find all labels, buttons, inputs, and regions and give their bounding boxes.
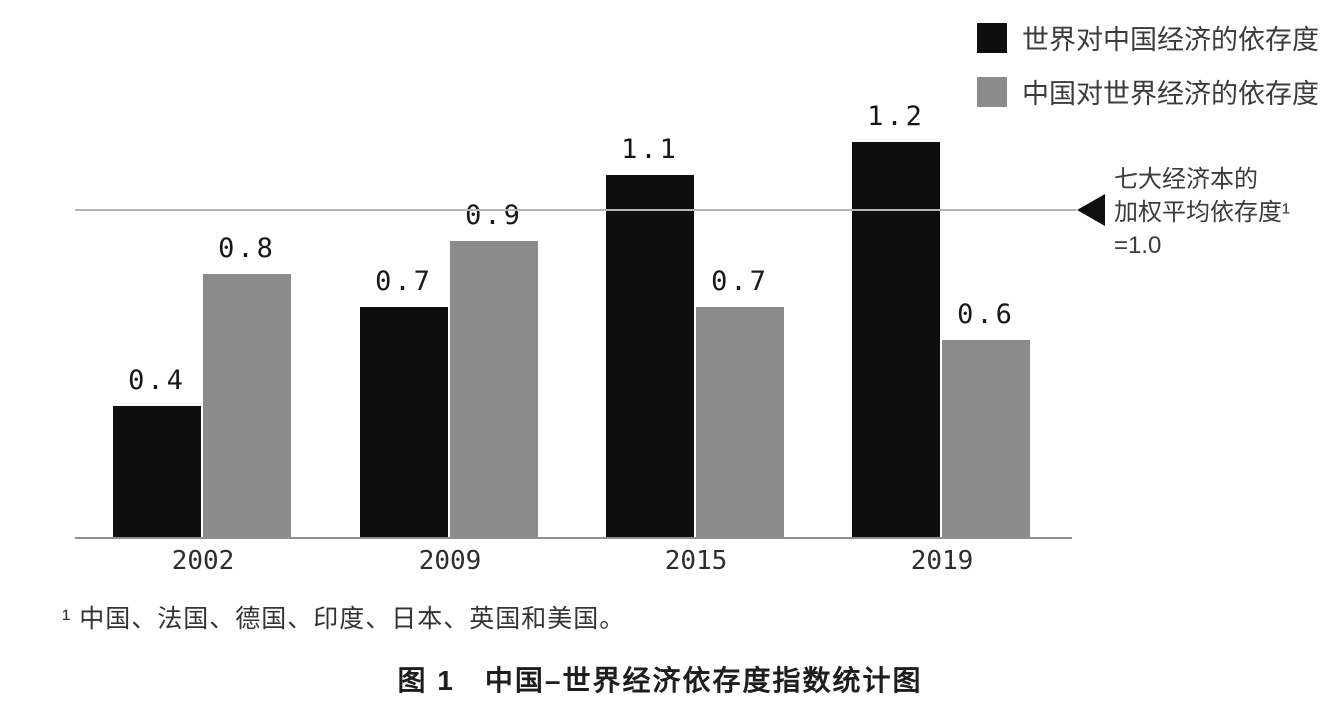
bar-china-on-world-2002 bbox=[203, 274, 291, 538]
reference-annotation-line1: 七大经济本的 bbox=[1114, 166, 1258, 193]
legend-label-world-on-china: 世界对中国经济的依存度 bbox=[1022, 25, 1319, 55]
x-tick-2015: 2015 bbox=[664, 546, 728, 576]
reference-annotation: 七大经济本的 加权平均依存度¹ =1.0 bbox=[1114, 163, 1320, 262]
bar-value-china-on-world-2019: 0.6 bbox=[957, 299, 1015, 330]
x-tick-2009: 2009 bbox=[418, 546, 482, 576]
reference-annotation-line2: 加权平均依存度¹ bbox=[1114, 199, 1290, 226]
legend-swatch-black bbox=[977, 22, 1007, 53]
legend: 世界对中国经济的依存度 中国对世界经济的依存度 bbox=[977, 18, 1319, 111]
legend-item-world-on-china: 世界对中国经济的依存度 bbox=[977, 18, 1319, 57]
x-axis-line bbox=[75, 537, 1072, 539]
bar-china-on-world-2015 bbox=[696, 307, 784, 538]
bar-china-on-world-2009 bbox=[450, 241, 538, 538]
bar-world-on-china-2002 bbox=[113, 406, 201, 538]
legend-item-china-on-world: 中国对世界经济的依存度 bbox=[977, 72, 1319, 111]
legend-swatch-gray bbox=[977, 76, 1007, 107]
bar-value-china-on-world-2009: 0.9 bbox=[465, 200, 523, 231]
x-tick-2019: 2019 bbox=[910, 546, 974, 576]
arrow-left-icon bbox=[1077, 194, 1105, 226]
x-tick-2002: 2002 bbox=[171, 546, 235, 576]
reference-line bbox=[75, 209, 1076, 211]
bar-world-on-china-2019 bbox=[852, 142, 940, 538]
bar-value-world-on-china-2015: 1.1 bbox=[621, 134, 679, 165]
bar-world-on-china-2009 bbox=[360, 307, 448, 538]
bar-china-on-world-2019 bbox=[942, 340, 1030, 538]
bar-value-world-on-china-2019: 1.2 bbox=[867, 101, 925, 132]
reference-annotation-line3: =1.0 bbox=[1114, 232, 1162, 259]
bar-value-world-on-china-2009: 0.7 bbox=[375, 266, 433, 297]
plot-area: 0.4 0.8 2002 0.7 0.9 2009 1.1 0.7 2015 1.2 0.6 2019 bbox=[75, 0, 1070, 576]
legend-label-china-on-world: 中国对世界经济的依存度 bbox=[1022, 79, 1319, 109]
footnote: ¹ 中国、法国、德国、印度、日本、英国和美国。 bbox=[62, 605, 626, 633]
bar-value-china-on-world-2015: 0.7 bbox=[711, 266, 769, 297]
bar-world-on-china-2015 bbox=[606, 175, 694, 538]
figure-caption: 图 1 中国–世界经济依存度指数统计图 bbox=[397, 665, 923, 696]
bar-value-china-on-world-2002: 0.8 bbox=[218, 233, 276, 264]
bar-value-world-on-china-2002: 0.4 bbox=[128, 365, 186, 396]
